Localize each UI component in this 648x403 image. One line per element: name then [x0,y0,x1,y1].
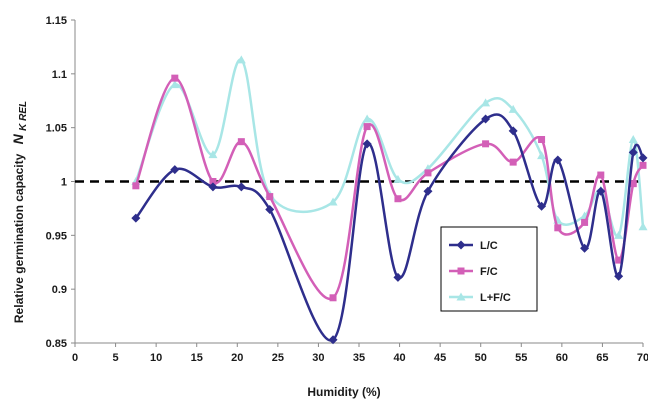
legend-swatch-marker [457,267,465,275]
data-point [508,126,518,136]
data-point [554,224,562,232]
data-point [132,182,140,190]
x-tick-label: 15 [191,352,203,364]
data-point [509,158,517,166]
data-point [537,151,547,160]
data-point [596,186,606,196]
data-point [328,197,338,206]
data-point [236,182,246,192]
data-point [362,139,372,149]
x-tick-label: 25 [272,352,284,364]
y-axis-title: Relative germination capacity N K REL [10,101,29,323]
data-point [237,138,245,146]
data-point [629,180,637,188]
series-line [134,58,645,238]
data-point [482,140,490,148]
data-point [639,161,647,169]
data-point [394,195,402,203]
series-l-f-c [131,55,648,239]
legend-label: L+F/C [480,292,511,304]
x-tick-label: 20 [231,352,243,364]
x-tick-label: 50 [475,352,487,364]
data-point [170,80,180,89]
y-tick-label: 1.15 [46,15,67,27]
data-point [481,114,491,124]
data-point [638,222,648,231]
data-point [508,104,518,113]
y-tick-label: 0.9 [52,284,67,296]
legend-item: F/C [449,266,498,278]
data-point [581,218,589,226]
y-tick-label: 1 [61,177,67,189]
data-point [236,55,246,64]
legend: L/C F/C L+F/C [440,226,538,312]
legend-item: L/C [449,240,498,252]
x-tick-label: 5 [113,352,119,364]
data-point [614,230,624,239]
series-f-c [132,74,647,302]
data-point [266,193,274,201]
x-axis-title: Humidity (%) [307,385,380,399]
data-point [171,74,179,82]
x-tick-label: 65 [596,352,608,364]
data-point [614,271,624,281]
data-point [628,147,638,157]
series-l-c [131,113,648,345]
data-point [628,135,638,144]
data-point [423,186,433,196]
x-tick-label: 0 [72,352,78,364]
x-tick-label: 45 [434,352,446,364]
y-axis-symbol: N [10,133,26,144]
legend-swatch-marker [456,292,466,301]
data-point [481,98,491,107]
legend-item: L+F/C [449,292,511,304]
series-line [134,113,645,342]
data-point [363,123,371,131]
x-tick-label: 30 [312,352,324,364]
legend-swatch-marker [456,240,466,250]
data-point [209,178,217,185]
data-point [638,153,648,163]
data-point [362,114,372,123]
legend-label: F/C [480,266,498,278]
data-point [553,155,563,165]
y-tick-label: 1.05 [46,123,67,135]
y-tick-label: 0.85 [46,338,67,350]
data-point [170,165,180,175]
x-tick-label: 60 [556,352,568,364]
legend-items: L/C F/C L+F/C [449,240,511,304]
data-point [615,256,623,264]
data-point [538,136,546,144]
data-point [597,171,605,179]
data-point [329,294,337,302]
data-point [131,213,141,223]
x-tick-label: 55 [515,352,527,364]
legend-label: L/C [480,240,498,252]
x-tick-label: 70 [637,352,648,364]
y-axis-title-group: Relative germination capacity N K REL [10,101,29,323]
x-axis-ticks: 0 5 10 15 20 25 30 35 40 45 50 55 60 65 70 [72,343,648,364]
y-axis-subscript: K REL [18,101,29,131]
x-tick-label: 35 [353,352,365,364]
data-point [328,335,338,345]
y-axis-ticks: 0.85 0.9 0.95 1 1.05 1.1 1.15 [46,15,75,350]
plot-area: 0 5 10 15 20 25 30 35 40 45 50 55 60 65 70 0.85 0.9 0.95… [46,15,648,364]
y-tick-label: 1.1 [52,69,67,81]
data-point [393,272,403,282]
x-tick-label: 40 [393,352,405,364]
y-axis-title-text: Relative germination capacity [12,153,26,323]
data-point [393,174,403,183]
data-point [580,243,590,253]
x-tick-label: 10 [150,352,162,364]
data-point [537,201,547,211]
data-point [265,204,275,214]
data-point [424,169,432,177]
data-point [208,182,218,192]
series-layer [131,55,648,345]
data-point [208,150,218,159]
y-tick-label: 0.95 [46,230,67,242]
